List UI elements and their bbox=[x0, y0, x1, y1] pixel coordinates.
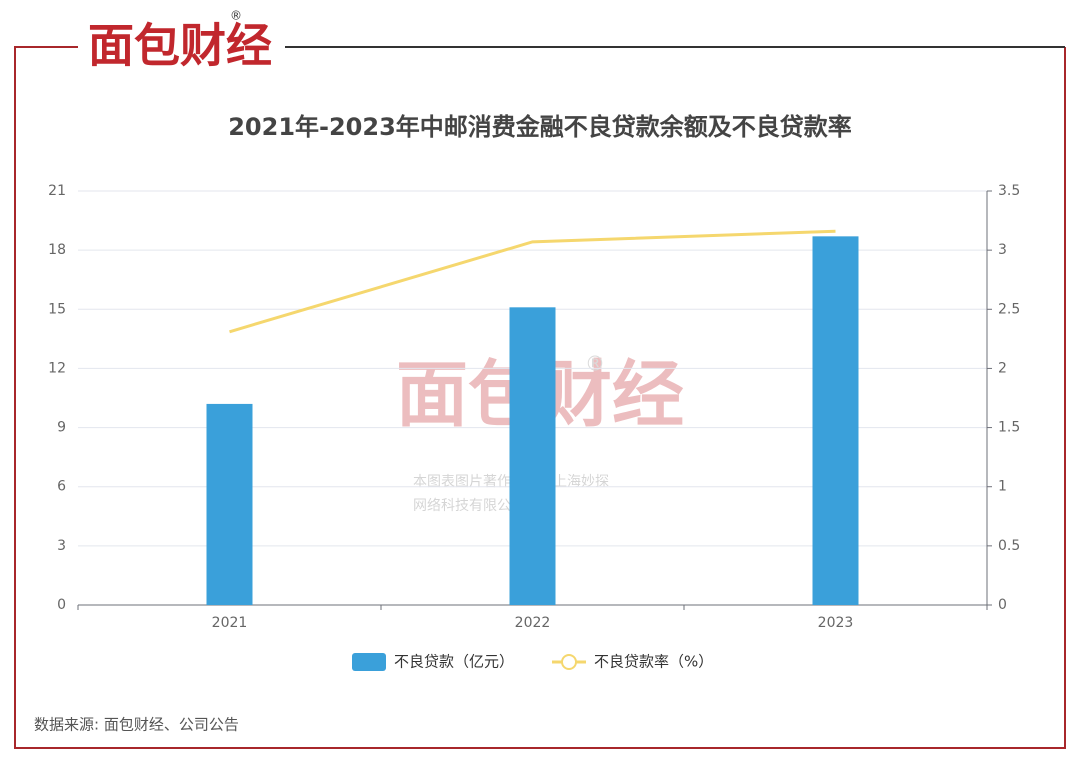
source: 数据来源: 面包财经、公司公告 bbox=[34, 716, 239, 734]
y2-tick-label: 1 bbox=[998, 479, 1007, 495]
line bbox=[229, 229, 836, 334]
y2-tick-label: 3 bbox=[998, 242, 1007, 258]
logo: 面包财经 bbox=[88, 19, 272, 73]
y-tick-label: 6 bbox=[57, 479, 66, 495]
legend-label: 不良贷款（亿元） bbox=[394, 653, 514, 671]
y-tick-label: 3 bbox=[57, 538, 66, 554]
legend-label: 不良贷款率（%） bbox=[594, 653, 713, 671]
y2-tick-label: 2 bbox=[998, 360, 1007, 376]
chart-title: 2021年-2023年中邮消费金融不良贷款余额及不良贷款率 bbox=[228, 113, 852, 141]
y-tick-label: 15 bbox=[48, 301, 66, 317]
x-tick-label: 2022 bbox=[515, 615, 551, 631]
bar bbox=[812, 236, 859, 606]
y2-tick-label: 0.5 bbox=[998, 538, 1020, 554]
y2-tick-label: 1.5 bbox=[998, 420, 1020, 436]
x-tick-label: 2023 bbox=[818, 615, 854, 631]
x-tick-label: 2021 bbox=[212, 615, 248, 631]
bar bbox=[509, 307, 556, 605]
legend-swatch bbox=[352, 653, 386, 671]
y2-tick-label: 2.5 bbox=[998, 301, 1020, 317]
y2-tick-label: 3.5 bbox=[998, 183, 1020, 199]
bar bbox=[206, 403, 253, 605]
y-tick-label: 18 bbox=[48, 242, 66, 258]
y-tick-label: 21 bbox=[48, 183, 66, 199]
frame bbox=[14, 46, 1066, 749]
watermark-mark: ® bbox=[585, 352, 605, 376]
legend-swatch bbox=[561, 654, 577, 670]
watermark-line: 网络科技有限公司 bbox=[413, 498, 525, 514]
y-tick-label: 12 bbox=[48, 360, 66, 376]
y-tick-label: 9 bbox=[57, 420, 66, 436]
y2-tick-label: 0 bbox=[998, 597, 1007, 613]
logo-mark: ® bbox=[230, 9, 242, 23]
y-tick-label: 0 bbox=[57, 597, 66, 613]
